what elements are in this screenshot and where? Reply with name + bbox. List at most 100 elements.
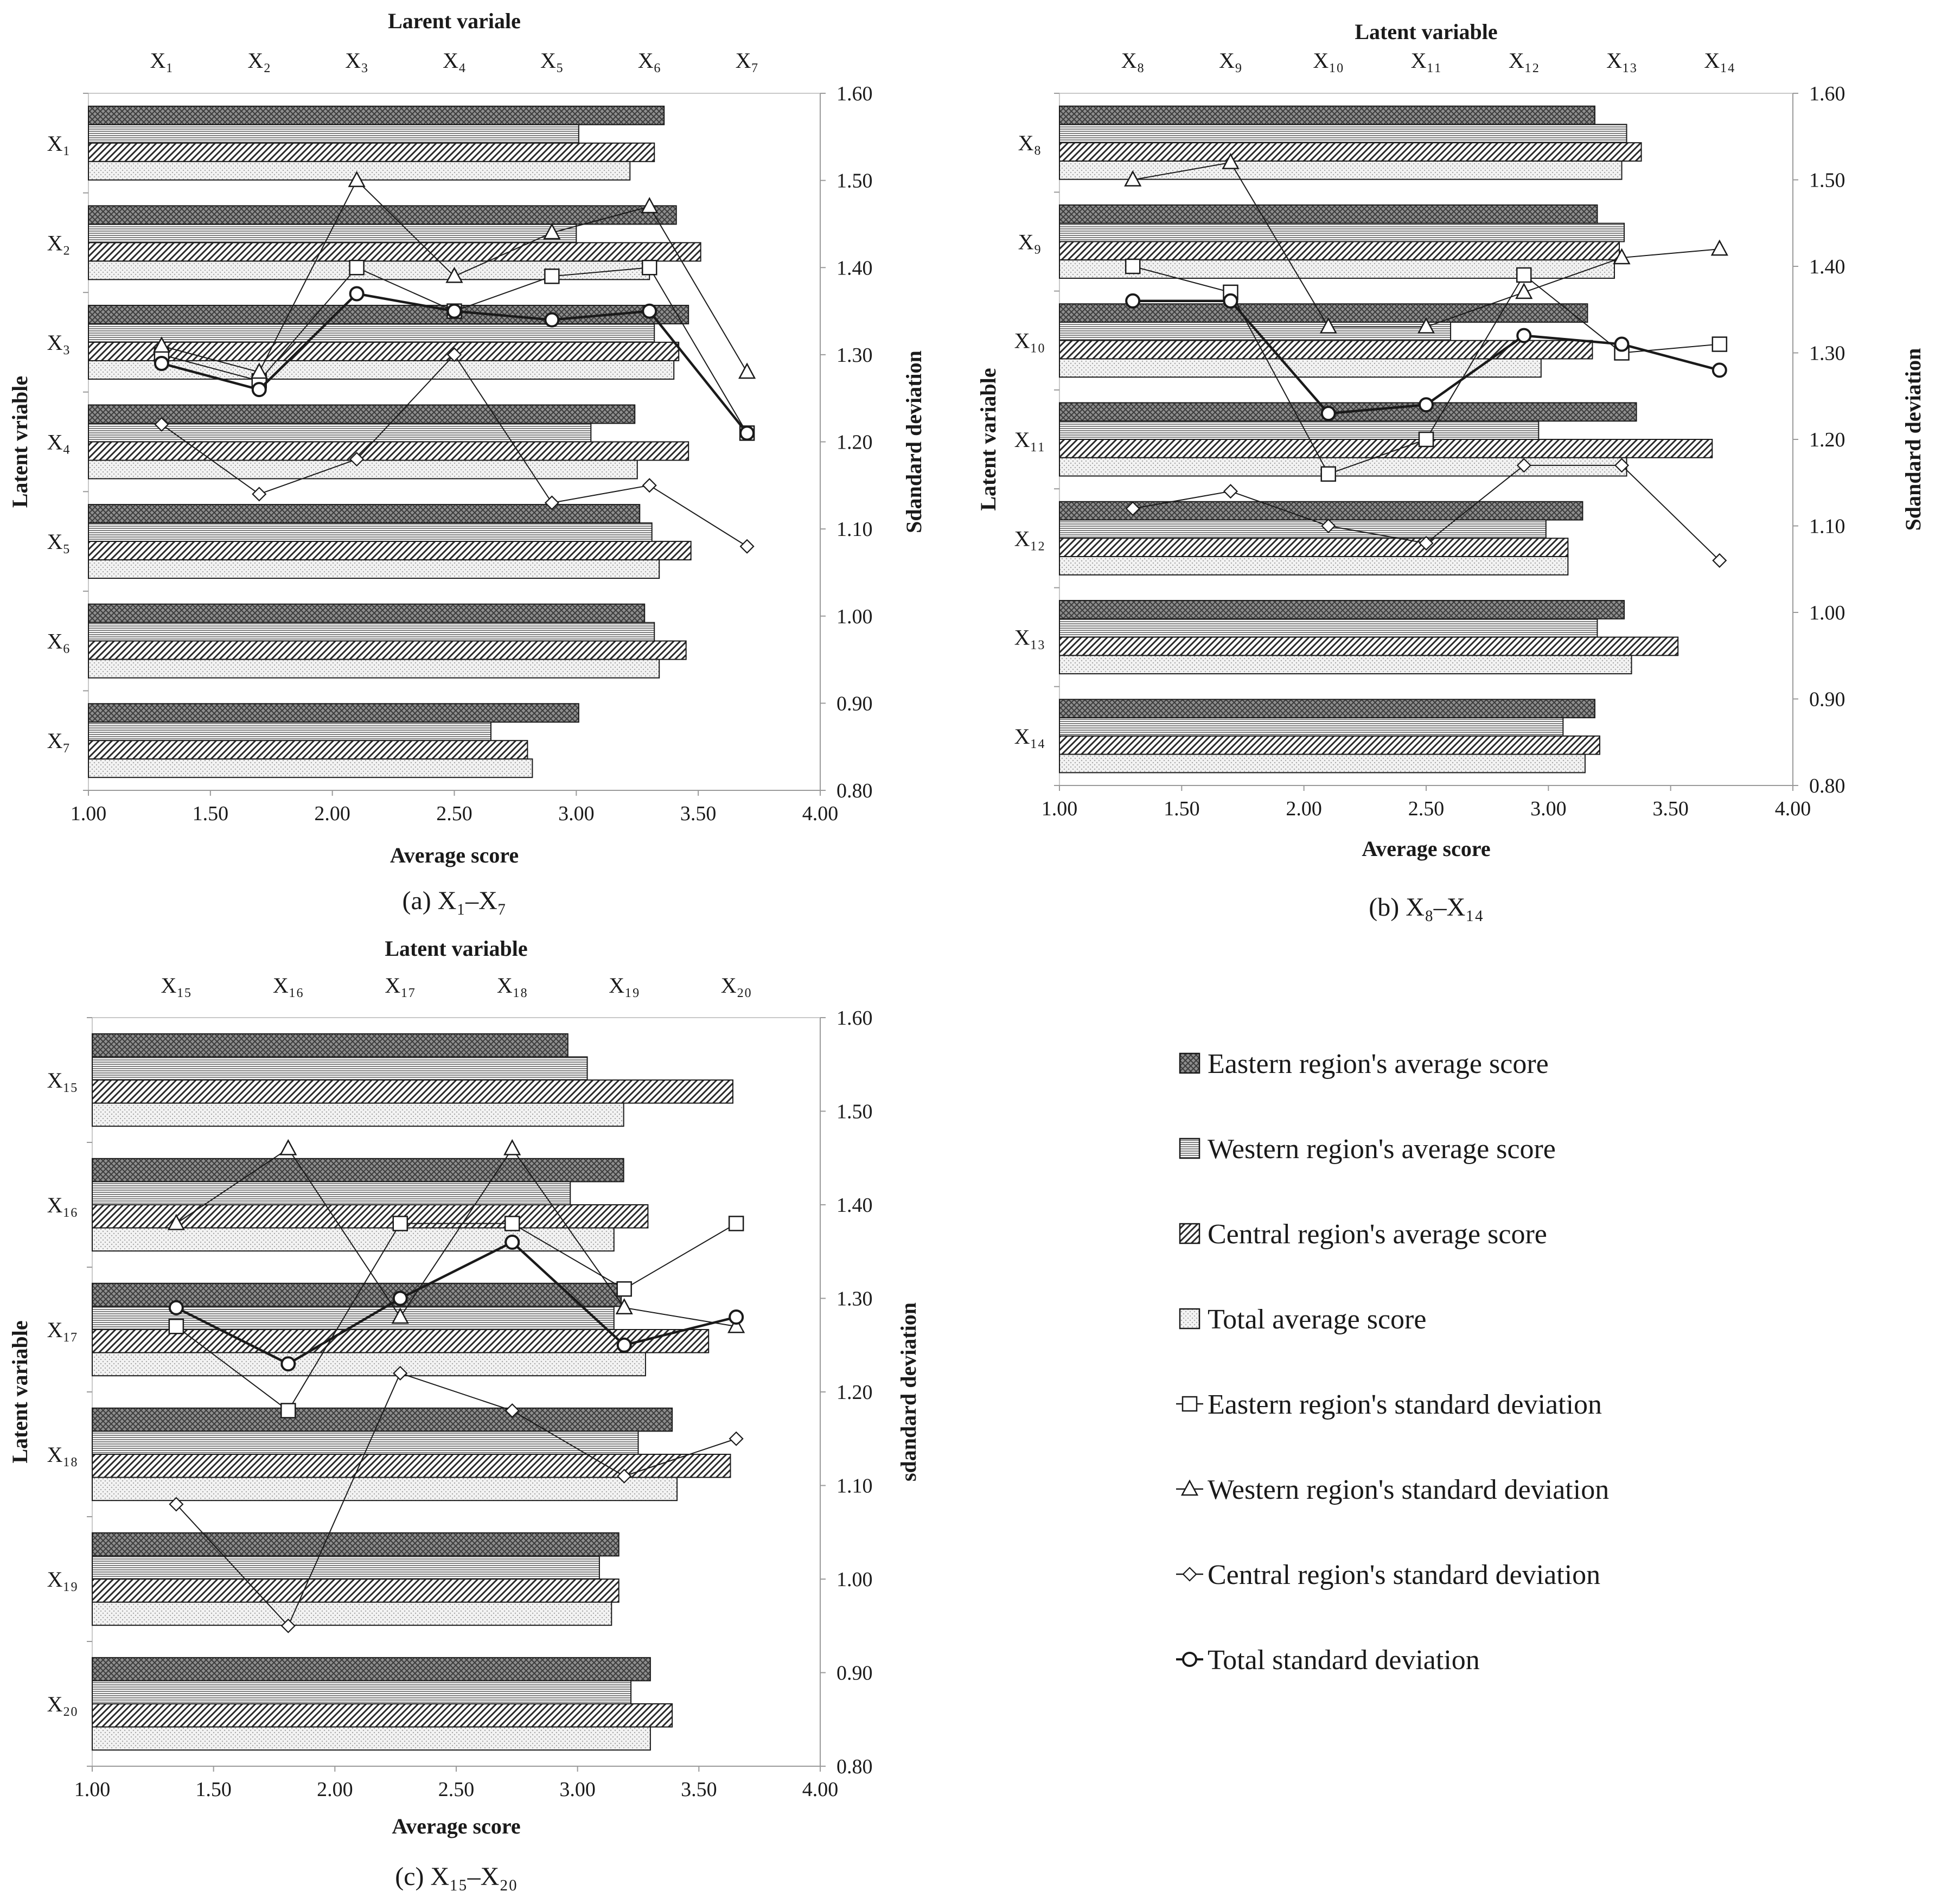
- y2-tick-label: 0.90: [836, 1662, 873, 1685]
- circle-marker: [168, 1300, 184, 1315]
- y2-tick-label: 1.60: [836, 1007, 873, 1030]
- y2-tick-label: 1.20: [1809, 429, 1845, 451]
- diamond-marker: [544, 495, 559, 510]
- y-category-label: X₁₇: [47, 1318, 78, 1342]
- y-category-label: X₉: [1018, 229, 1042, 254]
- bar: [1059, 321, 1452, 341]
- legend-item-east-avg: Eastern region's average score: [1179, 1049, 1549, 1079]
- y-category-label: X₁₈: [47, 1442, 78, 1467]
- x-axis-title: Average score: [392, 1814, 520, 1838]
- bar: [88, 304, 689, 324]
- y2-tick-label: 1.50: [836, 1101, 873, 1123]
- y-category-label: X₁: [47, 131, 71, 156]
- bar: [88, 223, 577, 244]
- x-tick-label: 1.00: [74, 1778, 111, 1801]
- square-marker: [641, 260, 657, 276]
- diamond-marker: [1614, 458, 1630, 473]
- y2-tick-label: 1.50: [836, 170, 873, 193]
- y2-tick-label: 1.40: [836, 257, 873, 279]
- x-tick-label: 1.00: [1042, 797, 1078, 820]
- diamond-marker: [1125, 501, 1140, 516]
- bar: [88, 323, 655, 343]
- chart-caption: (c) X₁₅–X₂₀: [395, 1862, 518, 1891]
- square-marker: [1125, 258, 1141, 274]
- bar: [92, 1726, 651, 1751]
- circle-marker: [544, 312, 560, 328]
- legend-label: Total average score: [1208, 1304, 1426, 1335]
- x2-category-label: X₁₀: [1313, 48, 1344, 73]
- legend-item-total-sd: Total standard deviation: [1176, 1645, 1480, 1676]
- bar: [1059, 618, 1598, 638]
- triangle-marker: [1417, 317, 1435, 334]
- bar: [88, 105, 665, 125]
- x2-category-label: X₁₂: [1509, 48, 1540, 73]
- y-category-label: X₆: [47, 629, 71, 654]
- bar: [92, 1477, 678, 1502]
- legend-item-west-avg: Western region's average score: [1179, 1134, 1556, 1165]
- chart-caption: (b) X₈–X₁₄: [1369, 893, 1484, 922]
- y2-tick-label: 0.80: [836, 780, 873, 802]
- y-category-label: X₇: [47, 729, 71, 753]
- x2-category-label: X₂₀: [721, 973, 752, 998]
- x-tick-label: 1.50: [195, 1778, 232, 1801]
- diamond-marker: [349, 452, 365, 467]
- triangle-marker: [348, 170, 366, 187]
- diamond-marker: [729, 1431, 744, 1446]
- triangle-marker: [1710, 239, 1728, 256]
- y2-tick-label: 1.30: [836, 344, 873, 367]
- diamond-marker: [504, 1403, 520, 1419]
- bar: [88, 242, 701, 262]
- chart-b: 1.00 1.50 2.00 2.50 3.00 3.50 4.000.80 0.90 1.00…: [976, 20, 1925, 922]
- bar: [1059, 717, 1564, 737]
- y-category-label: X₁₃: [1014, 625, 1045, 650]
- bar: [88, 142, 655, 162]
- y2-tick-label: 1.60: [1809, 82, 1845, 105]
- bar: [1059, 753, 1586, 774]
- bar: [1059, 636, 1679, 656]
- legend-swatch: [1179, 1138, 1200, 1159]
- y-category-label: X₅: [47, 529, 71, 554]
- chart-c: 1.00 1.50 2.00 2.50 3.00 3.50 4.000.80 0.90 1.00…: [8, 936, 921, 1891]
- bar: [1059, 519, 1547, 539]
- x-tick-label: 2.00: [314, 802, 350, 825]
- y-category-label: X₁₀: [1014, 329, 1045, 353]
- y-category-label: X₁₂: [1014, 526, 1045, 551]
- bar: [88, 541, 692, 561]
- bar: [1059, 600, 1625, 619]
- y2-tick-label: 1.20: [836, 1381, 873, 1404]
- y2-tick-label: 1.50: [1809, 169, 1845, 192]
- diamond-marker: [1321, 518, 1336, 534]
- bar: [92, 1352, 646, 1377]
- bar: [1059, 538, 1569, 558]
- bar: [92, 1407, 673, 1432]
- circle-marker: [1614, 336, 1630, 352]
- diamond-marker: [169, 1497, 184, 1512]
- y2-tick-label: 1.40: [836, 1194, 873, 1217]
- bar: [88, 603, 646, 623]
- circle-marker: [251, 382, 267, 398]
- y-category-label: X₁₄: [1014, 724, 1045, 749]
- legend-circle-marker: [1182, 1652, 1197, 1667]
- triangle-marker: [641, 197, 659, 214]
- x-tick-label: 1.00: [71, 802, 107, 825]
- x2-category-label: X₁: [150, 48, 173, 73]
- bar: [1059, 142, 1642, 162]
- x2-category-label: X₃: [345, 48, 368, 73]
- bar: [92, 1227, 615, 1252]
- y2-axis-title: sdandard deviation: [896, 1302, 921, 1481]
- bar: [88, 260, 650, 280]
- square-marker: [1320, 466, 1336, 482]
- bar: [92, 1601, 612, 1626]
- bar: [1059, 457, 1627, 477]
- y2-axis-title: Sdandard deviation: [902, 350, 926, 533]
- series-line: [176, 1372, 737, 1627]
- bar: [1059, 501, 1583, 521]
- diamond-marker: [280, 1618, 296, 1633]
- circle-marker: [739, 425, 755, 441]
- x-tick-label: 3.50: [1652, 797, 1689, 820]
- bar: [88, 459, 638, 480]
- bar: [1059, 699, 1595, 719]
- circle-marker: [392, 1290, 408, 1306]
- y-category-label: X₄: [47, 430, 71, 455]
- bar: [88, 559, 660, 579]
